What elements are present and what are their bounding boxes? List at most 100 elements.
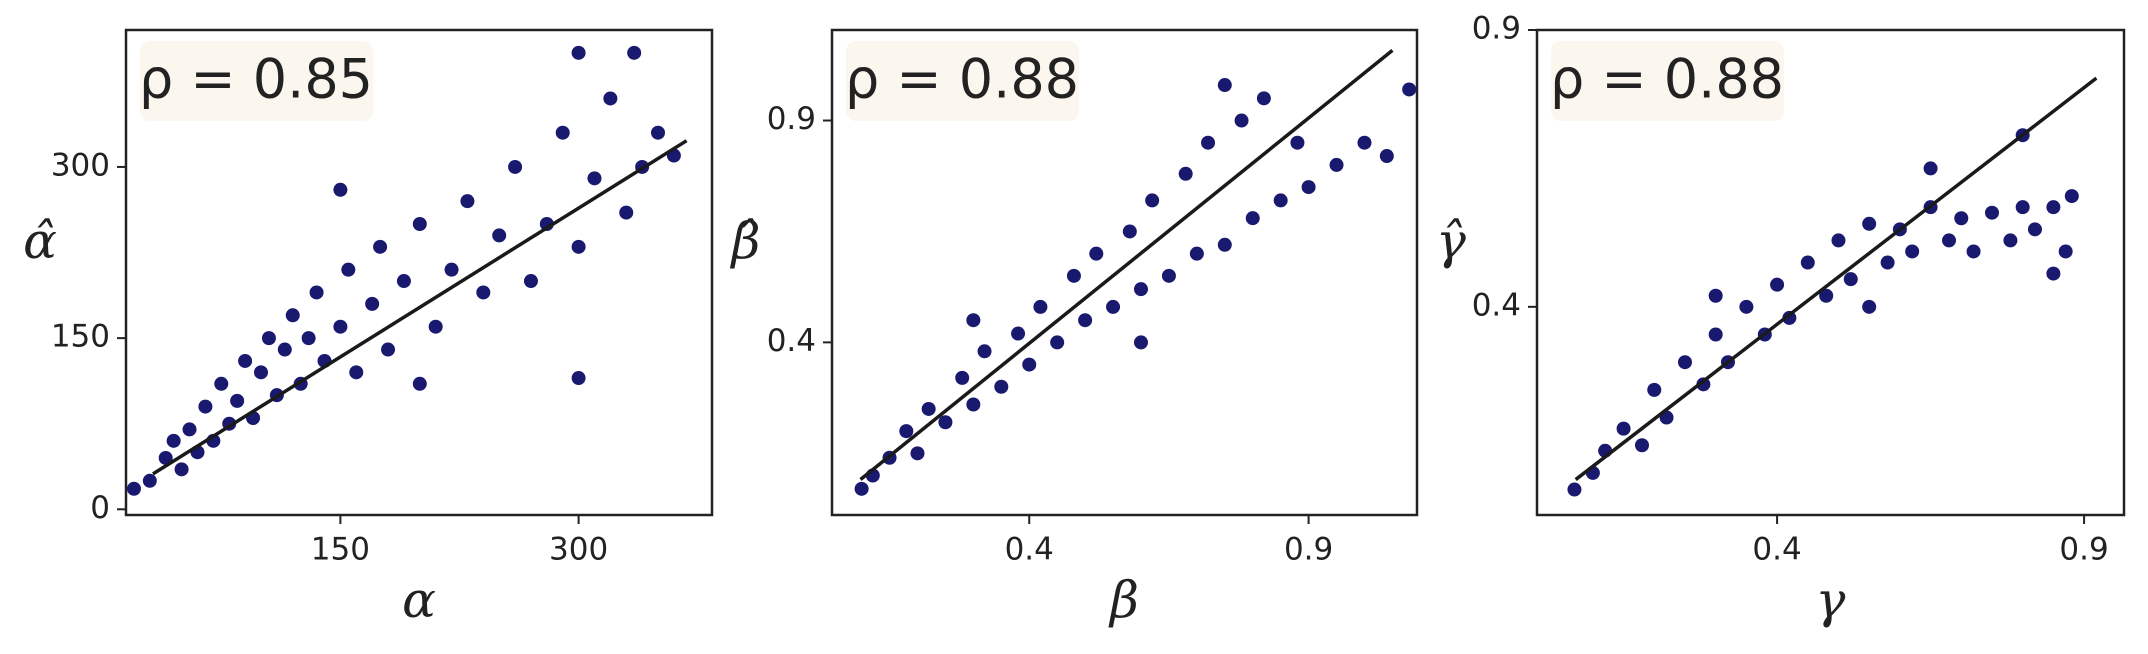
plot-frame — [830, 28, 1419, 517]
point — [1256, 91, 1271, 106]
point — [1089, 246, 1104, 261]
point — [1905, 244, 1920, 259]
point — [166, 433, 181, 448]
fit-line — [1574, 76, 2098, 481]
point — [277, 342, 292, 357]
annotation: ρ = 0.88 — [845, 48, 1079, 111]
point — [1984, 205, 1999, 220]
x-tick-label: 300 — [549, 532, 608, 568]
point — [1161, 268, 1176, 283]
point — [1402, 82, 1417, 97]
point — [1634, 438, 1649, 453]
point — [1942, 233, 1957, 248]
y-tick-label: 0.9 — [767, 101, 816, 137]
point — [1133, 335, 1148, 350]
point — [1800, 255, 1815, 270]
point — [238, 353, 253, 368]
y-tick-label: 0.9 — [1472, 11, 1521, 47]
point — [1189, 246, 1204, 261]
point — [214, 376, 229, 391]
point — [854, 481, 869, 496]
y-tick-label: 0.4 — [1472, 287, 1521, 323]
point — [476, 285, 491, 300]
point — [1217, 237, 1232, 252]
point — [428, 319, 443, 334]
point — [381, 342, 396, 357]
point — [994, 379, 1009, 394]
point — [412, 217, 427, 231]
point — [1708, 327, 1723, 342]
point — [1843, 272, 1858, 287]
point — [1647, 382, 1662, 397]
point — [603, 91, 618, 106]
annotation-box — [140, 41, 373, 121]
point — [309, 285, 324, 300]
point — [1782, 310, 1797, 325]
point — [2058, 244, 2073, 259]
point — [174, 462, 189, 477]
plot-frame — [1535, 28, 2126, 517]
point — [341, 262, 356, 277]
y-axis-label: γ̂ — [1436, 212, 1466, 270]
point — [230, 393, 245, 408]
x-tick-label: 0.4 — [1005, 532, 1054, 568]
point — [977, 344, 992, 359]
annotation-box — [1551, 41, 1784, 121]
x-tick-label: 0.9 — [1284, 532, 1333, 568]
point — [365, 296, 380, 311]
x-tick-label: 150 — [311, 532, 370, 568]
point — [627, 45, 642, 60]
point — [899, 424, 914, 439]
point — [619, 205, 634, 220]
point — [966, 397, 981, 412]
point — [1862, 216, 1877, 231]
y-tick-label: 0.4 — [767, 323, 816, 359]
point — [1290, 135, 1305, 150]
point — [285, 308, 300, 323]
point — [921, 401, 936, 416]
y-tick-label: 300 — [51, 147, 110, 183]
point — [444, 262, 459, 277]
point — [910, 446, 925, 461]
point — [1201, 135, 1216, 150]
x-axis-label: γ — [1816, 571, 1846, 629]
annotation: ρ = 0.88 — [1550, 48, 1784, 111]
point — [1033, 299, 1048, 314]
point — [1122, 224, 1137, 239]
point — [1357, 135, 1372, 150]
x-axis-label: β — [1108, 571, 1139, 629]
point — [1078, 313, 1093, 328]
point — [126, 481, 141, 496]
point — [1819, 288, 1834, 303]
fit-line — [152, 139, 688, 476]
point — [1696, 377, 1711, 392]
point — [1106, 299, 1121, 314]
point — [2046, 266, 2061, 281]
point — [1273, 193, 1288, 208]
point — [1954, 211, 1969, 226]
point — [555, 125, 570, 140]
point — [333, 319, 348, 334]
point — [523, 274, 538, 289]
point — [1831, 233, 1846, 248]
point — [158, 450, 173, 465]
point — [1880, 255, 1895, 270]
point — [1770, 277, 1785, 292]
y-tick-label: 0 — [90, 490, 110, 526]
y-axis-label: α̂ — [23, 212, 57, 270]
point — [198, 399, 213, 414]
point — [1862, 299, 1877, 314]
point — [412, 376, 427, 391]
point — [492, 228, 507, 243]
point — [2027, 222, 2042, 237]
point — [955, 370, 970, 385]
point — [460, 194, 475, 209]
point — [1329, 157, 1344, 172]
point — [142, 473, 157, 488]
x-tick-label: 0.9 — [2059, 532, 2108, 568]
point — [1245, 211, 1260, 226]
point — [333, 182, 348, 197]
point — [571, 371, 586, 386]
point — [2003, 233, 2018, 248]
point — [508, 159, 523, 174]
